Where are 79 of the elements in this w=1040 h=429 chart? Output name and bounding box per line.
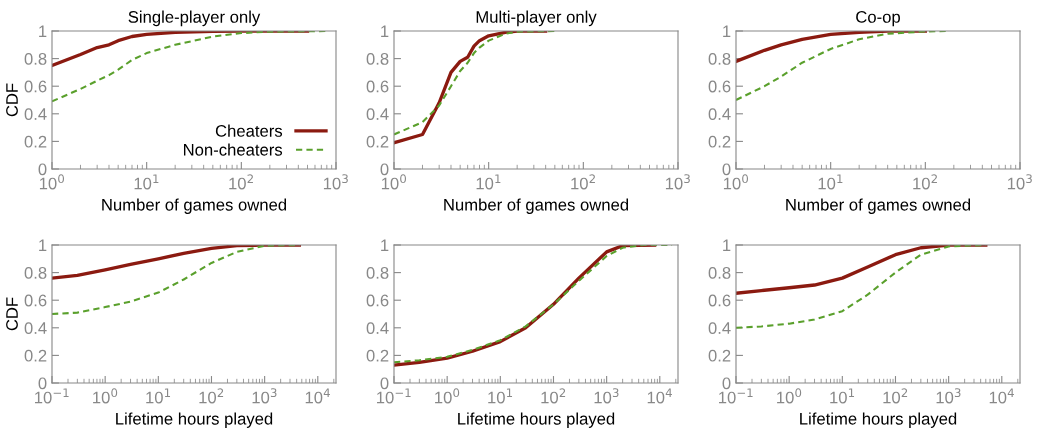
- y-tick-label: 1: [381, 25, 389, 38]
- y-tick-label: 1: [381, 239, 389, 252]
- y-tick-label: 0: [722, 377, 731, 390]
- y-tick-label: 0.8: [708, 267, 731, 279]
- y-tick-label: 0.4: [24, 108, 47, 120]
- x-tick-label: 10$^{0}$: [777, 388, 802, 404]
- legend-label: Cheaters: [215, 124, 283, 137]
- x-axis-title: Lifetime hours played: [458, 412, 615, 428]
- x-axis-title: Number of games owned: [102, 198, 287, 214]
- x-tick-label: 10$^{1}$: [488, 388, 513, 404]
- y-tick-label: 0.2: [708, 135, 731, 148]
- y-tick-label: 0: [380, 163, 389, 176]
- y-tick-label: 1: [39, 25, 47, 38]
- y-tick-label: 0.8: [366, 53, 389, 65]
- y-tick-label: 0: [38, 377, 47, 390]
- x-tick-label: 10$^{−1}$: [719, 388, 753, 404]
- x-tick-label: 10$^{0}$: [435, 388, 460, 404]
- x-tick-label: 10$^{4}$: [647, 388, 672, 404]
- y-tick-label: 0.6: [366, 294, 389, 307]
- y-tick-label: 0.4: [366, 322, 389, 334]
- y-tick-label: 0.4: [708, 108, 731, 120]
- x-tick-label: 10$^{−1}$: [377, 388, 411, 404]
- x-tick-label: 10$^{2}$: [883, 388, 908, 404]
- x-tick-label: 10$^{2}$: [571, 174, 595, 190]
- y-tick-label: 0.4: [24, 322, 47, 334]
- x-tick-label: 10$^{1}$: [134, 174, 159, 190]
- x-tick-label: 10$^{−1}$: [35, 388, 69, 404]
- y-tick-label: 0: [722, 163, 731, 176]
- y-tick-label: 0.6: [366, 80, 389, 93]
- x-tick-label: 10$^{2}$: [229, 174, 253, 190]
- x-tick-label: 10$^{3}$: [323, 174, 348, 190]
- y-tick-label: 0.8: [708, 53, 731, 65]
- x-tick-label: 10$^{2}$: [541, 388, 566, 404]
- x-tick-label: 10$^{3}$: [665, 174, 690, 190]
- y-tick-label: 0: [38, 163, 47, 176]
- y-tick-label: 0.6: [24, 294, 47, 307]
- y-axis-title: CDF: [6, 297, 18, 331]
- x-tick-label: 10$^{4}$: [305, 388, 330, 404]
- x-tick-label: 10$^{2}$: [199, 388, 224, 404]
- x-tick-label: 10$^{0}$: [723, 174, 749, 190]
- x-tick-label: 10$^{3}$: [252, 388, 277, 404]
- x-tick-label: 10$^{3}$: [936, 388, 961, 404]
- x-tick-label: 10$^{1}$: [146, 388, 171, 404]
- x-tick-label: 10$^{0}$: [381, 174, 407, 190]
- y-tick-label: 0.6: [708, 80, 731, 93]
- x-tick-label: 10$^{4}$: [989, 388, 1014, 404]
- x-tick-label: 10$^{3}$: [1007, 174, 1032, 190]
- y-tick-label: 0.2: [24, 135, 47, 148]
- y-tick-label: 0.8: [366, 267, 389, 279]
- x-axis-title: Lifetime hours played: [116, 412, 273, 428]
- y-axis-title: CDF: [6, 83, 18, 117]
- x-tick-label: 10$^{1}$: [830, 388, 855, 404]
- y-tick-label: 0.8: [24, 53, 47, 65]
- y-tick-label: 0.8: [24, 267, 47, 279]
- y-tick-label: 0.2: [366, 135, 389, 148]
- y-tick-label: 0.6: [24, 80, 47, 93]
- y-tick-label: 0.2: [24, 349, 47, 362]
- x-tick-label: 10$^{0}$: [93, 388, 118, 404]
- y-tick-label: 0.4: [366, 108, 389, 120]
- x-tick-label: 10$^{3}$: [594, 388, 619, 404]
- chart-title: Multi-player only: [476, 10, 597, 27]
- y-tick-label: 1: [723, 239, 731, 252]
- chart-title: Co-op: [856, 11, 900, 27]
- y-tick-label: 0.4: [708, 322, 731, 334]
- x-tick-label: 10$^{2}$: [913, 174, 937, 190]
- x-tick-label: 10$^{1}$: [818, 174, 843, 190]
- legend-label: Non-cheaters: [183, 143, 283, 156]
- x-tick-label: 10$^{0}$: [39, 174, 65, 190]
- x-tick-label: 10$^{1}$: [476, 174, 501, 190]
- y-tick-label: 1: [723, 25, 731, 38]
- y-tick-label: 0.2: [366, 349, 389, 362]
- y-tick-label: 0.2: [708, 349, 731, 362]
- x-axis-title: Number of games owned: [786, 198, 971, 214]
- chart-title: Single-player only: [128, 10, 261, 27]
- x-axis-title: Number of games owned: [444, 198, 629, 214]
- y-tick-label: 1: [39, 239, 47, 252]
- y-tick-label: 0: [380, 377, 389, 390]
- y-tick-label: 0.6: [708, 294, 731, 307]
- x-axis-title: Lifetime hours played: [800, 412, 957, 428]
